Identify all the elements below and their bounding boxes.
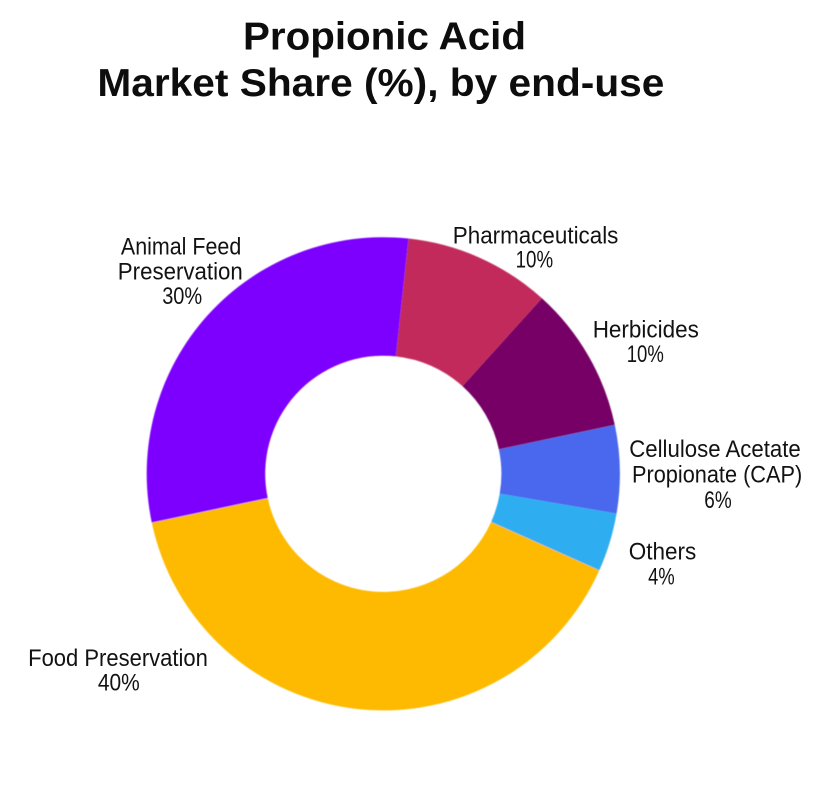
- svg-text:Food Preservation: Food Preservation: [28, 645, 208, 672]
- svg-text:4%: 4%: [648, 564, 675, 591]
- svg-text:40%: 40%: [98, 670, 140, 697]
- svg-text:Herbicides: Herbicides: [593, 317, 699, 344]
- svg-text:Cellulose Acetate: Cellulose Acetate: [629, 436, 801, 463]
- svg-text:Market Share (%), by end-use: Market Share (%), by end-use: [97, 62, 664, 105]
- svg-text:30%: 30%: [162, 283, 202, 310]
- svg-text:Propionic Acid: Propionic Acid: [243, 16, 526, 59]
- svg-text:10%: 10%: [516, 247, 554, 274]
- svg-text:Propionate (CAP): Propionate (CAP): [632, 461, 802, 488]
- svg-text:Others: Others: [629, 539, 697, 566]
- svg-text:10%: 10%: [627, 341, 664, 368]
- svg-text:6%: 6%: [704, 487, 731, 514]
- svg-text:Animal Feed: Animal Feed: [121, 233, 241, 260]
- svg-text:Preservation: Preservation: [118, 259, 243, 286]
- svg-text:Pharmaceuticals: Pharmaceuticals: [453, 222, 619, 249]
